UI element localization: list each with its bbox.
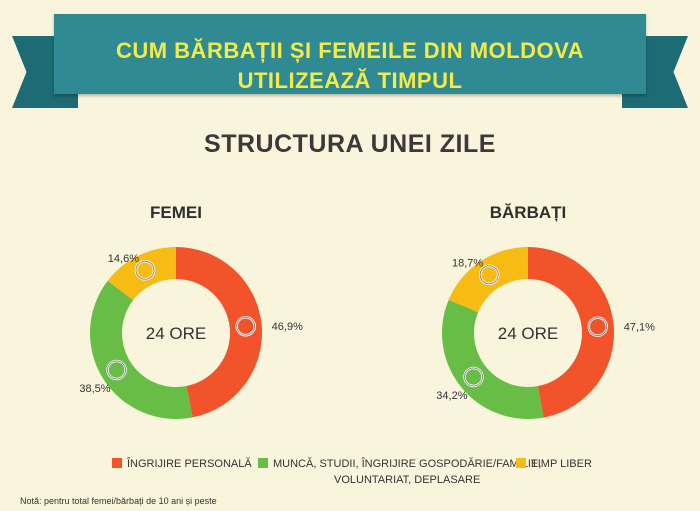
header-ribbon: CUM BĂRBAȚII ȘI FEMEILE DIN MOLDOVA UTIL… bbox=[0, 0, 700, 112]
page-title-line1: CUM BĂRBAȚII ȘI FEMEILE DIN MOLDOVA bbox=[115, 38, 585, 63]
slice-barbati-munca bbox=[442, 299, 544, 419]
slice-barbati-timp-liber bbox=[448, 247, 528, 313]
slice-femei-timp-liber bbox=[107, 247, 176, 301]
legend-label-timp-liber: Timp liber bbox=[531, 458, 592, 470]
value-label-femei-ingrijire: 46,9% bbox=[272, 321, 303, 333]
marker-outline-femei-timp-liber bbox=[135, 260, 155, 280]
slice-femei-ingrijire bbox=[176, 247, 262, 418]
value-label-femei-munca: 38,5% bbox=[79, 383, 110, 395]
ribbon-band: CUM BĂRBAȚII ȘI FEMEILE DIN MOLDOVA UTIL… bbox=[54, 14, 646, 94]
legend-label-munca: Muncă, studii, îngrijire gospodărie/fami… bbox=[273, 458, 542, 486]
center-label-femei: 24 ORE bbox=[146, 324, 206, 343]
chart-title-barbati: BĂRBAȚI bbox=[490, 203, 567, 222]
slice-barbati-ingrijire bbox=[528, 247, 614, 418]
value-label-barbati-timp-liber: 18,7% bbox=[452, 258, 483, 270]
marker-outline-barbati-ingrijire bbox=[588, 317, 608, 337]
marker-outline-barbati-timp-liber bbox=[479, 265, 499, 285]
value-label-femei-timp-liber: 14,6% bbox=[108, 253, 139, 265]
chart-title-femei: FEMEI bbox=[150, 203, 202, 222]
chart-subtitle: STRUCTURA UNEI ZILE bbox=[204, 130, 496, 158]
value-label-barbati-ingrijire: 47,1% bbox=[624, 322, 655, 334]
legend-item-ingrijire: Îngrijire personală bbox=[112, 456, 252, 472]
legend-swatch-munca bbox=[258, 458, 268, 468]
legend-label-ingrijire: Îngrijire personală bbox=[127, 458, 252, 470]
legend-swatch-ingrijire bbox=[112, 458, 122, 468]
marker-outline-femei-ingrijire bbox=[236, 316, 256, 336]
value-label-barbati-munca: 34,2% bbox=[436, 390, 467, 402]
legend: Îngrijire personală Muncă, studii, îngri… bbox=[0, 456, 700, 496]
legend-item-munca: Muncă, studii, îngrijire gospodărie/fami… bbox=[258, 456, 541, 488]
footnote: Notă: pentru total femei/bărbați de 10 a… bbox=[20, 496, 217, 506]
page-title-line2: UTILIZEAZĂ TIMPUL bbox=[237, 68, 463, 93]
donut-charts: FEMEI 46,9% 38,5% 14,6% 24 ORE BĂRBAȚI 47,1% 34… bbox=[79, 203, 655, 419]
legend-item-timp-liber: Timp liber bbox=[516, 456, 592, 472]
legend-swatch-timp-liber bbox=[516, 458, 526, 468]
marker-outline-femei-munca bbox=[107, 360, 127, 380]
slice-femei-munca bbox=[90, 280, 193, 419]
marker-outline-barbati-munca bbox=[464, 367, 484, 387]
center-label-barbati: 24 ORE bbox=[498, 324, 558, 343]
